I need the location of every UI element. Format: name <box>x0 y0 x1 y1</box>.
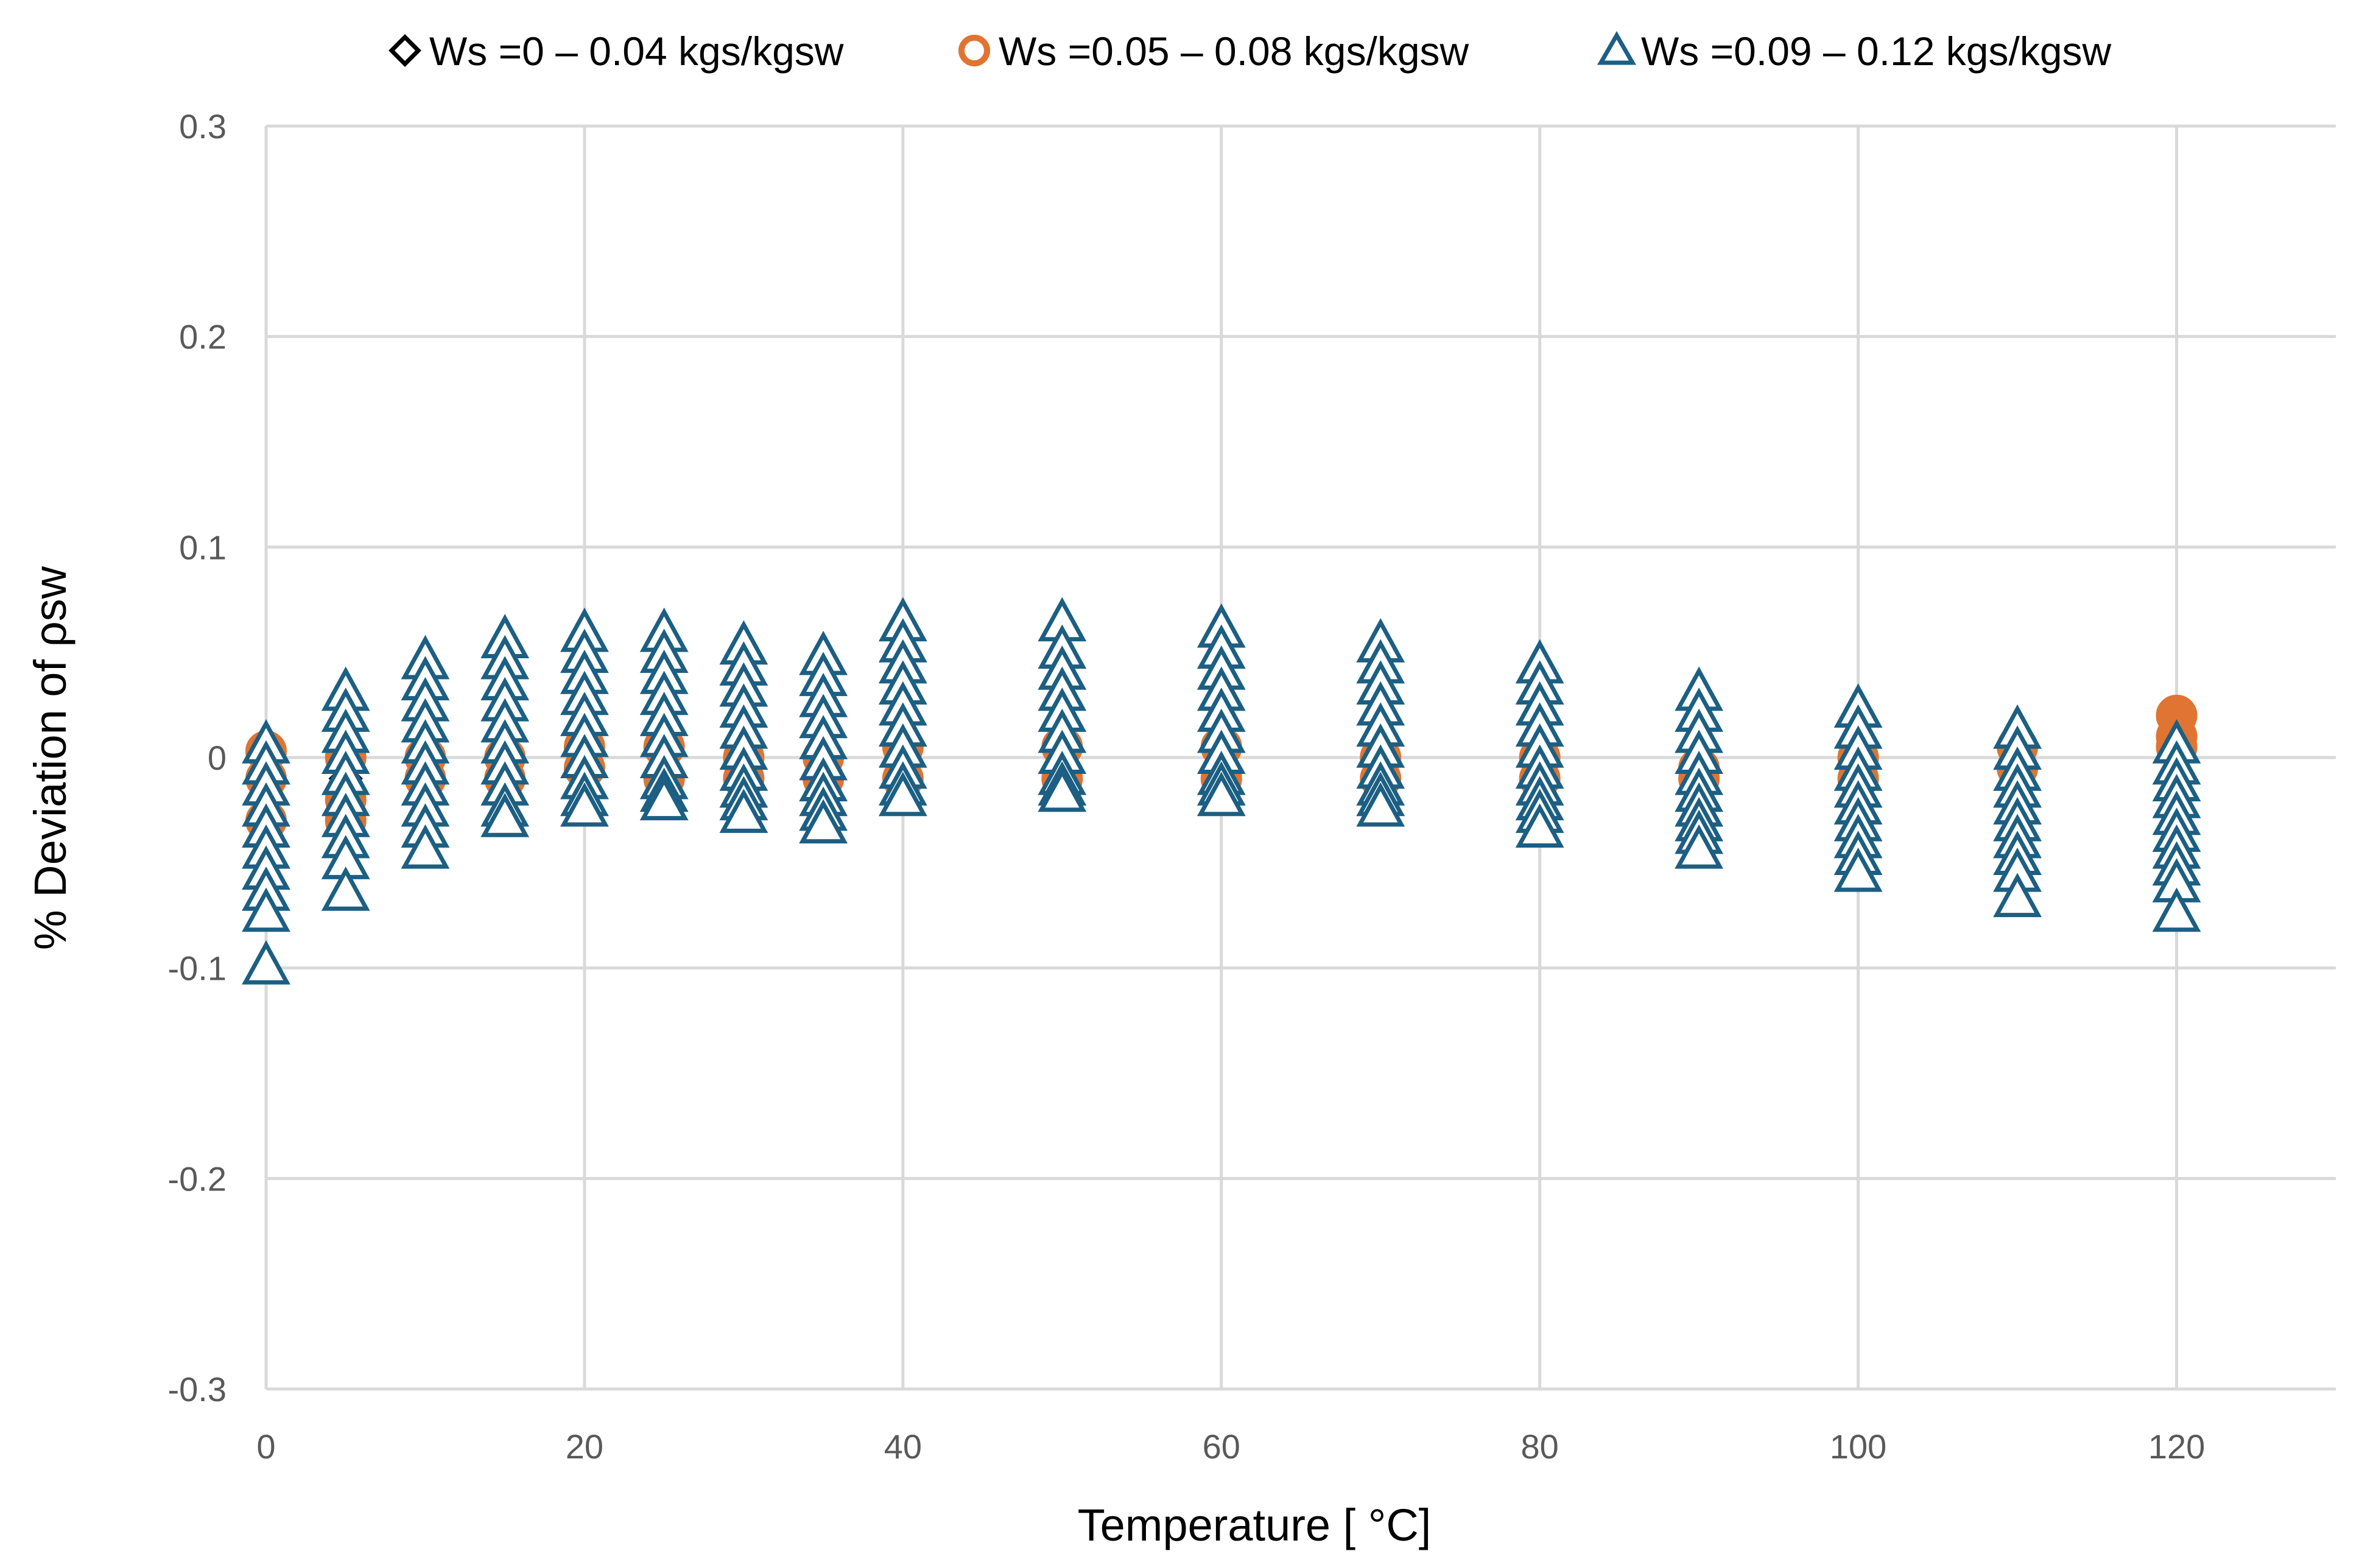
y-tick-label: 0 <box>208 739 227 777</box>
data-point-triangle <box>480 792 530 837</box>
y-axis-title: % Deviation of ρsw <box>25 566 76 950</box>
data-points <box>242 597 2201 985</box>
tick-labels: -0.3 -0.2 -0.1 0 0.1 0.2 0.3 0 20 40 60 80 100 120 <box>168 107 2206 1466</box>
y-tick-label: 0.2 <box>179 318 227 356</box>
data-point-triangle <box>560 782 609 827</box>
x-tick-label: 20 <box>566 1427 603 1466</box>
legend-marker-circle <box>958 35 990 66</box>
legend-item-3: Ws =0.09 – 0.12 kgs/kgsw <box>1597 29 2112 74</box>
data-point-triangle <box>1038 767 1087 812</box>
data-point-triangle <box>1197 772 1246 817</box>
x-tick-label: 80 <box>1521 1427 1559 1466</box>
legend-marker-triangle <box>1597 31 1637 65</box>
data-point-triangle <box>1515 803 1564 848</box>
x-tick-label: 100 <box>1830 1427 1886 1466</box>
x-axis-title: Temperature [ °C] <box>1078 1500 1432 1550</box>
data-point-triangle <box>799 799 848 844</box>
series-3 <box>242 597 2201 985</box>
legend-label: Ws =0 – 0.04 kgs/kgsw <box>429 29 844 74</box>
legend-item-2: Ws =0.05 – 0.08 kgs/kgsw <box>958 29 1469 74</box>
data-point-triangle <box>242 887 290 932</box>
data-point-triangle <box>401 824 450 869</box>
y-tick-label: -0.3 <box>168 1370 227 1408</box>
data-point-triangle <box>1993 873 2042 918</box>
data-point-triangle <box>639 776 689 821</box>
y-tick-label: 0.1 <box>179 528 227 566</box>
legend-item-1: Ws =0 – 0.04 kgs/kgsw <box>388 29 844 74</box>
legend-marker-diamond <box>388 34 421 67</box>
legend: Ws =0 – 0.04 kgs/kgsw Ws =0.05 – 0.08 kgs… <box>388 29 2112 74</box>
legend-label: Ws =0.05 – 0.08 kgs/kgsw <box>999 29 1469 74</box>
legend-label: Ws =0.09 – 0.12 kgs/kgsw <box>1641 29 2112 74</box>
x-tick-label: 120 <box>2148 1427 2205 1466</box>
x-tick-label: 0 <box>256 1427 275 1466</box>
data-point-triangle <box>2152 887 2201 932</box>
data-point-triangle <box>242 940 290 985</box>
y-tick-label: -0.1 <box>168 949 227 988</box>
x-tick-label: 60 <box>1203 1427 1240 1466</box>
data-point-triangle <box>878 772 927 817</box>
data-point-triangle <box>1833 847 1883 892</box>
y-tick-label: 0.3 <box>179 107 227 146</box>
x-tick-label: 40 <box>884 1427 922 1466</box>
data-point-triangle <box>719 789 768 833</box>
data-point-triangle <box>1675 824 1724 869</box>
y-tick-label: -0.2 <box>168 1159 227 1198</box>
data-point-triangle <box>1356 782 1405 827</box>
data-point-triangle <box>321 866 370 911</box>
